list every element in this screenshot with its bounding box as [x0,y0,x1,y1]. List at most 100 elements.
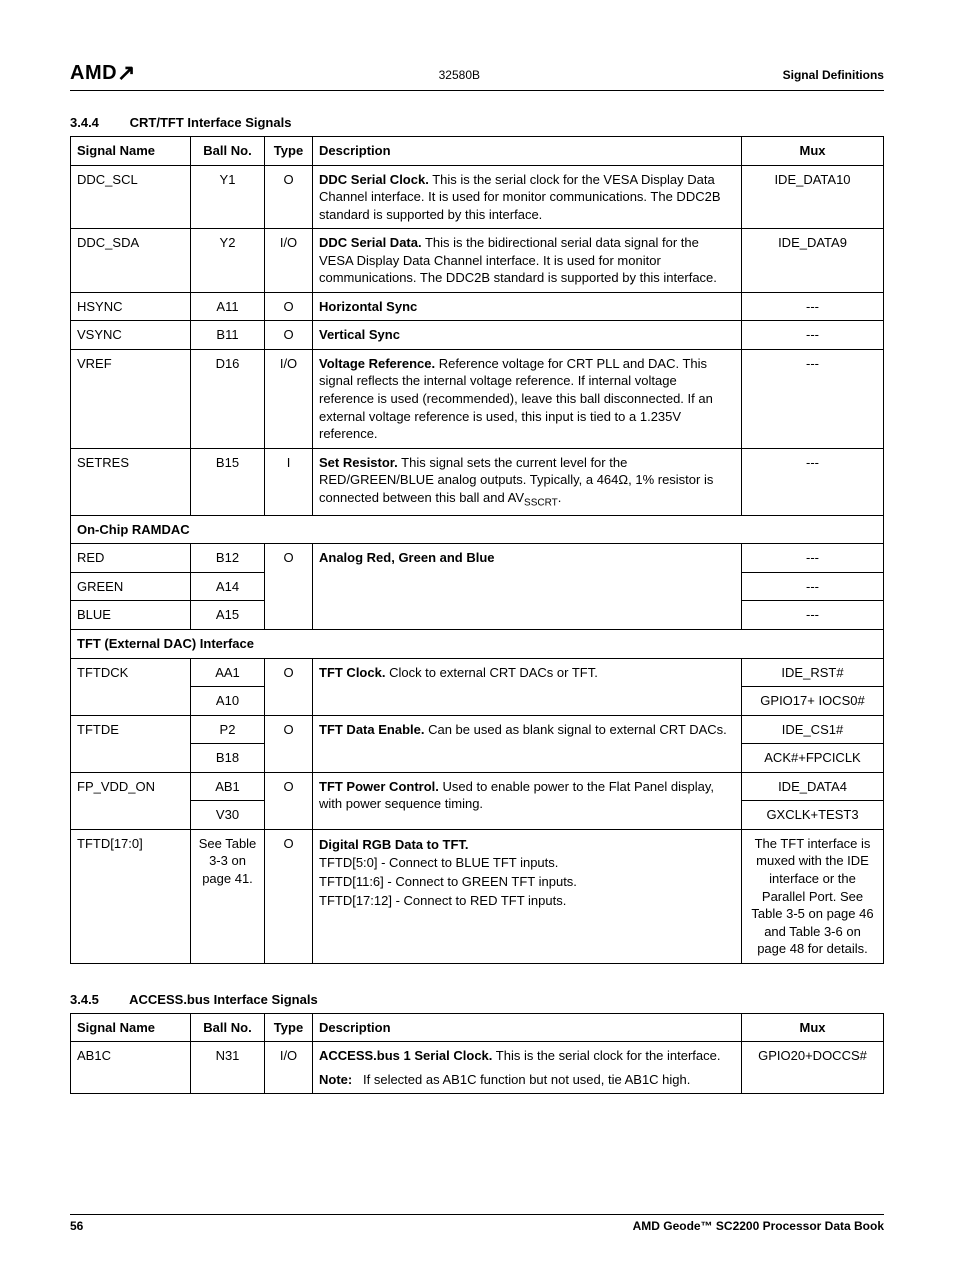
page-footer: 56 AMD Geode™ SC2200 Processor Data Book [70,1214,884,1233]
section-name: ACCESS.bus Interface Signals [129,992,318,1007]
crt-tft-signals-table: Signal Name Ball No. Type Description Mu… [70,136,884,964]
ball-no: A14 [191,572,265,601]
signal-name: RED [71,544,191,573]
description: TFT Power Control. Used to enable power … [313,772,742,829]
description: Set Resistor. This signal sets the curre… [313,448,742,515]
table-row: TFTDCK AA1 O TFT Clock. Clock to externa… [71,658,884,687]
type: I/O [265,229,313,293]
desc-bold: TFT Clock. [319,665,385,680]
mux: The TFT interface is muxed with the IDE … [742,829,884,963]
description: Vertical Sync [313,321,742,350]
type: O [265,165,313,229]
table-row: AB1C N31 I/O ACCESS.bus 1 Serial Clock. … [71,1042,884,1094]
desc-sub: SSCRT [524,497,558,508]
tft-header: TFT (External DAC) Interface [71,630,884,659]
ball-no: A15 [191,601,265,630]
signal-name: DDC_SDA [71,229,191,293]
mux: IDE_DATA10 [742,165,884,229]
signal-name: HSYNC [71,292,191,321]
table-row: DDC_SDA Y2 I/O DDC Serial Data. This is … [71,229,884,293]
ball-no: A11 [191,292,265,321]
desc-bold: DDC Serial Clock. [319,172,429,187]
description: ACCESS.bus 1 Serial Clock. This is the s… [313,1042,742,1094]
type: O [265,292,313,321]
mux: GPIO20+DOCCS# [742,1042,884,1094]
desc-bold: ACCESS.bus 1 Serial Clock. [319,1048,492,1063]
desc-rest: Can be used as blank signal to external … [424,722,726,737]
ball-no: AB1 [191,772,265,801]
table-row: RED B12 O Analog Red, Green and Blue --- [71,544,884,573]
description: TFT Clock. Clock to external CRT DACs or… [313,658,742,715]
col-mux: Mux [742,137,884,166]
description: Analog Red, Green and Blue [313,544,742,630]
ball-no: V30 [191,801,265,830]
mux: ACK#+FPCICLK [742,744,884,773]
signal-name: BLUE [71,601,191,630]
section-num: 3.4.5 [70,992,126,1007]
table-row: FP_VDD_ON AB1 O TFT Power Control. Used … [71,772,884,801]
table-row: VSYNC B11 O Vertical Sync --- [71,321,884,350]
table-row: VREF D16 I/O Voltage Reference. Referenc… [71,349,884,448]
mux: --- [742,544,884,573]
desc-line: TFTD[5:0] - Connect to BLUE TFT inputs. [319,854,735,872]
desc-bold: Horizontal Sync [319,299,417,314]
type: O [265,715,313,772]
signal-name: AB1C [71,1042,191,1094]
table-row: SETRES B15 I Set Resistor. This signal s… [71,448,884,515]
signal-name: SETRES [71,448,191,515]
desc-rest2: . [558,490,562,505]
col-type: Type [265,1013,313,1042]
description: TFT Data Enable. Can be used as blank si… [313,715,742,772]
col-ball-no: Ball No. [191,137,265,166]
mux: --- [742,321,884,350]
table-row: TFTDE P2 O TFT Data Enable. Can be used … [71,715,884,744]
section-title-344: 3.4.4 CRT/TFT Interface Signals [70,115,884,130]
mux: IDE_RST# [742,658,884,687]
table-header-row: Signal Name Ball No. Type Description Mu… [71,1013,884,1042]
table-header-row: Signal Name Ball No. Type Description Mu… [71,137,884,166]
ball-no: N31 [191,1042,265,1094]
page-number: 56 [70,1219,83,1233]
desc-bold: Digital RGB Data to TFT. [319,837,469,852]
ball-no: AA1 [191,658,265,687]
footer-right: AMD Geode™ SC2200 Processor Data Book [633,1219,884,1233]
ball-no: B11 [191,321,265,350]
ball-no: Y2 [191,229,265,293]
signal-name: FP_VDD_ON [71,772,191,829]
desc-line: TFTD[17:12] - Connect to RED TFT inputs. [319,892,735,910]
description: DDC Serial Clock. This is the serial clo… [313,165,742,229]
col-mux: Mux [742,1013,884,1042]
signal-name: DDC_SCL [71,165,191,229]
section-name: CRT/TFT Interface Signals [130,115,292,130]
col-signal-name: Signal Name [71,137,191,166]
type: I/O [265,349,313,448]
desc-bold: Set Resistor. [319,455,398,470]
signal-name: VREF [71,349,191,448]
table-row: HSYNC A11 O Horizontal Sync --- [71,292,884,321]
ball-no: B12 [191,544,265,573]
desc-bold: DDC Serial Data. [319,235,422,250]
desc-rest: Clock to external CRT DACs or TFT. [385,665,597,680]
ball-no: See Table 3-3 on page 41. [191,829,265,963]
mux: IDE_DATA9 [742,229,884,293]
description: Voltage Reference. Reference voltage for… [313,349,742,448]
mux: --- [742,572,884,601]
col-description: Description [313,1013,742,1042]
description: Horizontal Sync [313,292,742,321]
table-row: DDC_SCL Y1 O DDC Serial Clock. This is t… [71,165,884,229]
subsection-row: On-Chip RAMDAC [71,515,884,544]
page-header: AMD↗ 32580B Signal Definitions [70,60,884,91]
type: I [265,448,313,515]
desc-bold: TFT Data Enable. [319,722,424,737]
desc-bold: Voltage Reference. [319,356,435,371]
ramdac-header: On-Chip RAMDAC [71,515,884,544]
col-type: Type [265,137,313,166]
desc-bold: Vertical Sync [319,327,400,342]
ball-no: A10 [191,687,265,716]
desc-rest: This is the serial clock for the interfa… [492,1048,720,1063]
desc-bold: TFT Power Control. [319,779,439,794]
signal-name: TFTDCK [71,658,191,715]
mux: --- [742,292,884,321]
type: O [265,544,313,630]
type: O [265,772,313,829]
